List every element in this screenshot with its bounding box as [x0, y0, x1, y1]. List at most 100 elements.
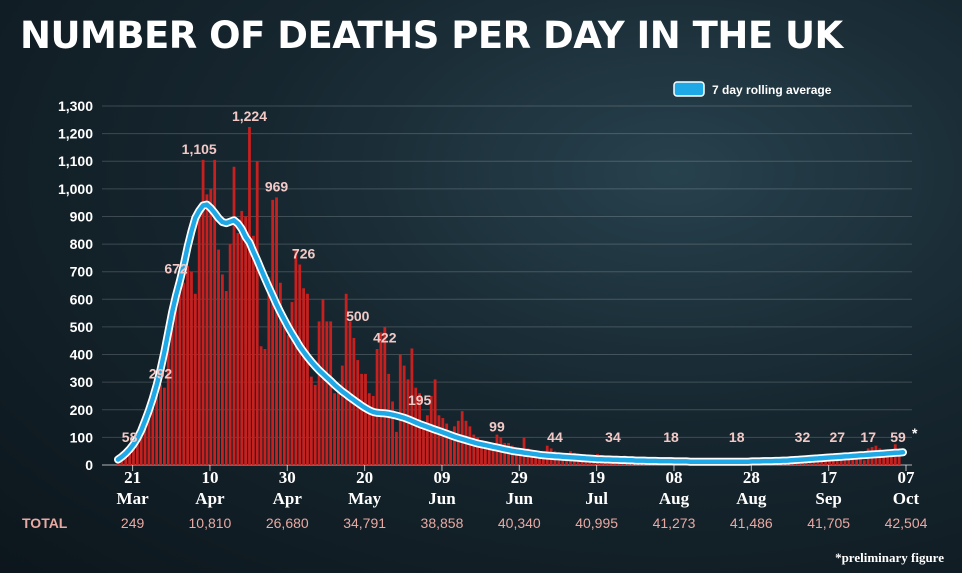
bar	[205, 194, 209, 465]
x-tick-day: 29	[511, 468, 528, 487]
bar	[321, 299, 325, 465]
y-tick-label: 400	[70, 347, 94, 363]
y-tick-label: 200	[70, 402, 94, 418]
bar	[835, 460, 839, 465]
x-tick-day: 21	[124, 468, 141, 487]
bar	[491, 442, 495, 465]
bar	[808, 460, 812, 465]
bar	[279, 282, 282, 465]
bar	[383, 326, 387, 465]
bar	[862, 460, 866, 465]
bar	[325, 321, 329, 465]
x-tick-month: Aug	[736, 489, 767, 508]
data-label: 17	[860, 429, 876, 445]
bar	[360, 373, 364, 465]
bar	[483, 448, 487, 465]
bar	[410, 348, 414, 465]
x-tick-month: Apr	[195, 489, 225, 508]
bar	[209, 188, 213, 465]
x-tick-month: Jun	[506, 489, 534, 508]
bar	[453, 426, 456, 465]
bar	[271, 199, 275, 465]
bar	[395, 431, 398, 465]
legend: 7 day rolling average	[673, 81, 832, 97]
bar	[375, 349, 379, 465]
bar	[487, 449, 491, 465]
data-label: 32	[795, 429, 811, 445]
x-tick-month: May	[348, 489, 382, 508]
total-value: 40,340	[498, 515, 541, 531]
bar	[132, 445, 135, 465]
bar	[445, 423, 449, 465]
bar	[511, 445, 514, 465]
y-tick-label: 0	[85, 457, 93, 473]
bar	[534, 453, 538, 465]
y-tick-label: 1,100	[58, 153, 93, 169]
bar	[364, 373, 367, 465]
totals-row: 249 10,810 26,680 34,791 38,858 40,340 40,995 4…	[121, 515, 928, 531]
bar	[306, 293, 309, 465]
bar	[143, 420, 147, 465]
totals-label: TOTAL	[22, 515, 68, 531]
bar	[298, 264, 302, 465]
bar	[139, 433, 143, 465]
data-label: 59	[890, 429, 906, 445]
data-label: 18	[729, 429, 745, 445]
preliminary-note: *preliminary figure	[835, 550, 944, 565]
bar	[147, 415, 151, 465]
data-label: 34	[605, 429, 621, 445]
bar	[221, 274, 224, 465]
y-tick-label: 700	[70, 264, 94, 280]
bar	[367, 393, 371, 465]
data-label: 969	[265, 178, 289, 194]
bar	[178, 279, 182, 465]
bar	[213, 159, 217, 465]
x-tick-month: Jul	[585, 489, 608, 508]
bar	[333, 393, 336, 465]
data-label: 672	[164, 260, 188, 276]
total-value: 40,995	[575, 515, 618, 531]
preliminary-asterisk: *	[912, 425, 918, 441]
bar	[302, 288, 306, 465]
x-tick-day: 19	[588, 468, 605, 487]
bar	[886, 452, 889, 465]
y-tick-label: 300	[70, 374, 94, 390]
y-tick-label: 1,300	[58, 98, 93, 114]
x-tick-day: 20	[356, 468, 373, 487]
bar	[344, 293, 348, 465]
bar	[228, 244, 232, 465]
bar	[441, 418, 445, 465]
y-tick-label: 600	[70, 291, 94, 307]
bar	[371, 395, 375, 465]
bar	[398, 354, 402, 465]
bar	[294, 249, 298, 465]
data-label: 292	[149, 365, 173, 381]
bar	[163, 387, 166, 465]
bar	[890, 453, 893, 465]
bar	[514, 448, 518, 465]
bar	[422, 429, 425, 465]
x-tick-month: Apr	[273, 489, 303, 508]
page-title: NUMBER OF DEATHS PER DAY IN THE UK	[20, 14, 843, 57]
bar	[224, 291, 228, 465]
bar	[317, 321, 321, 465]
x-tick-day: 07	[898, 468, 916, 487]
bar	[128, 448, 131, 465]
bar	[197, 216, 201, 465]
x-tick-day: 17	[820, 468, 838, 487]
bar	[166, 340, 170, 465]
y-axis-ticks: 0 100 200 300 400 500 600 700 800 900 1,000 1,100 1,…	[58, 98, 93, 473]
bar	[313, 384, 317, 465]
x-axis-ticks: 21 Mar 10 Apr 30 Apr 20 May 09 Jun 29 Jun 19 Jul 08 Aug…	[117, 465, 920, 508]
total-value: 42,504	[885, 515, 928, 531]
bar	[329, 321, 333, 465]
bar	[456, 420, 460, 465]
bar	[418, 393, 422, 465]
bar	[337, 387, 340, 465]
bar	[193, 293, 197, 465]
data-label: 1,224	[232, 108, 267, 124]
bar	[828, 459, 831, 465]
bar	[240, 210, 244, 465]
